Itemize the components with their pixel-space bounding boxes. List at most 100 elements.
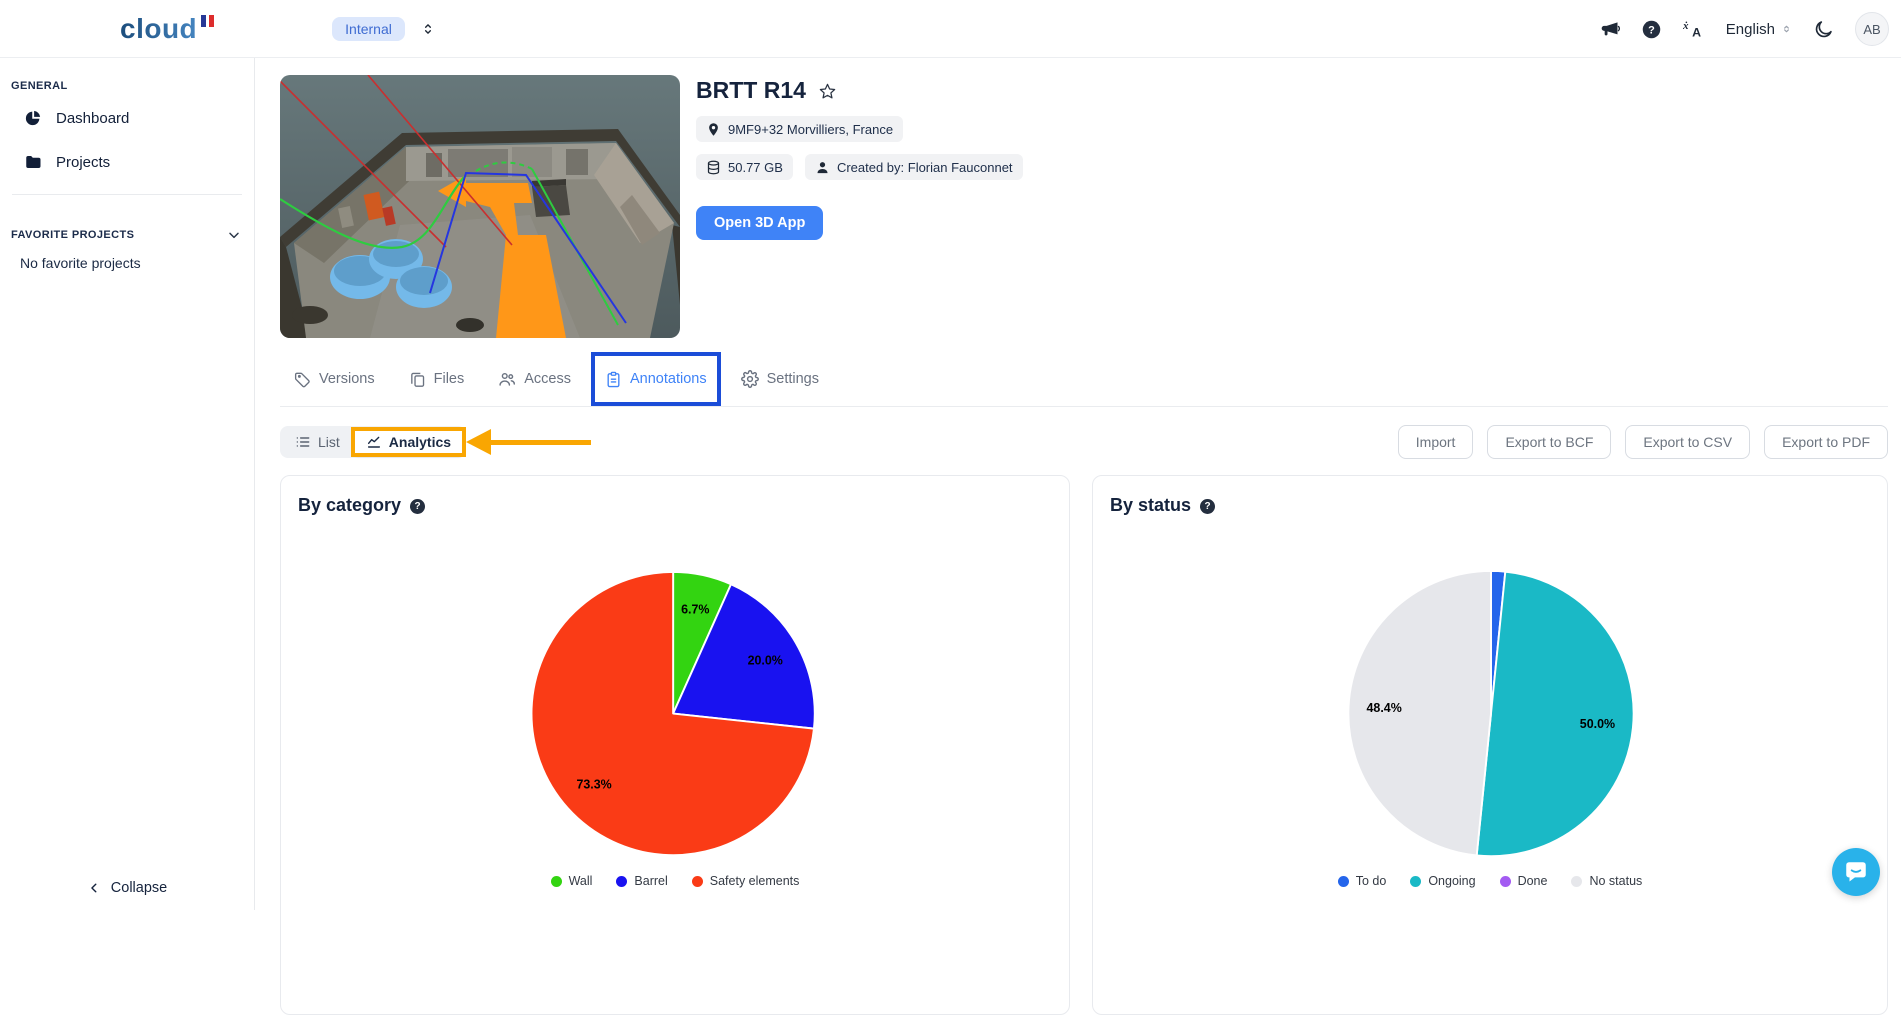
legend-dot: [1500, 876, 1511, 887]
legend-label: Done: [1518, 874, 1548, 888]
svg-text:A: A: [1692, 25, 1701, 39]
sidebar-section-favorites[interactable]: FAVORITE PROJECTS: [0, 205, 254, 247]
collapse-sidebar-button[interactable]: Collapse: [0, 880, 254, 896]
files-icon: [409, 371, 426, 388]
tab-annotations[interactable]: Annotations: [591, 352, 721, 406]
environment-badge[interactable]: Internal: [332, 17, 405, 41]
sidebar-item-dashboard[interactable]: Dashboard: [0, 96, 254, 140]
legend-dot: [616, 876, 627, 887]
pie-value-label: 50.0%: [1580, 717, 1615, 731]
open-3d-app-button[interactable]: Open 3D App: [696, 206, 823, 240]
tab-files[interactable]: Files: [395, 352, 479, 406]
favorites-empty-text: No favorite projects: [0, 247, 254, 279]
location-pin-icon: [706, 122, 721, 137]
pie-value-label: 73.3%: [576, 777, 611, 791]
app-logo[interactable]: cloud: [120, 13, 214, 45]
help-icon[interactable]: ?: [1641, 19, 1662, 40]
legend-item-to-do[interactable]: To do: [1338, 874, 1387, 888]
tag-icon: [294, 371, 311, 388]
by-status-card: By status ? 50.0% 48.4% To do Ongoing Done N…: [1092, 475, 1888, 1015]
export-pdf-button[interactable]: Export to PDF: [1764, 425, 1888, 459]
legend-item-wall[interactable]: Wall: [551, 874, 593, 888]
project-thumbnail[interactable]: [280, 75, 680, 338]
tab-settings[interactable]: Settings: [727, 352, 833, 406]
clipboard-icon: [605, 371, 622, 388]
svg-text:ẋ: ẋ: [1683, 20, 1689, 32]
legend-dot: [551, 876, 562, 887]
help-icon[interactable]: ?: [1200, 499, 1215, 514]
chevron-down-icon: [226, 227, 242, 243]
main-content: BRTT R14 9MF9+32 Morvilliers, France 50.…: [255, 58, 1901, 910]
pie-value-label: 20.0%: [748, 653, 783, 667]
legend-dot: [692, 876, 703, 887]
legend-item-barrel[interactable]: Barrel: [616, 874, 667, 888]
pie-value-label: 6.7%: [681, 602, 709, 616]
france-flag-icon: [201, 15, 214, 27]
pie-value-label: 48.4%: [1367, 701, 1402, 715]
by-category-card: By category ? 6.7% 20.0% 73.3% Wall Barrel S…: [280, 475, 1070, 1015]
project-tabs: Versions Files Access Annotations Settin…: [280, 352, 1888, 407]
gear-icon: [741, 370, 759, 388]
environment-selector-icon[interactable]: [421, 21, 435, 37]
sidebar-divider: [12, 194, 242, 195]
chevron-left-icon: [87, 881, 101, 895]
language-chevron-icon: [1781, 22, 1792, 36]
legend-label: Safety elements: [710, 874, 800, 888]
location-badge: 9MF9+32 Morvilliers, France: [696, 116, 903, 142]
favorite-star-icon[interactable]: [818, 82, 837, 101]
help-icon[interactable]: ?: [410, 499, 425, 514]
card-title-category: By category: [298, 495, 401, 516]
pie-chart-category: 6.7% 20.0% 73.3%: [298, 538, 1054, 868]
legend-label: No status: [1589, 874, 1642, 888]
dark-mode-icon[interactable]: [1813, 19, 1834, 40]
chat-widget-button[interactable]: [1832, 848, 1880, 896]
legend-item-safety-elements[interactable]: Safety elements: [692, 874, 800, 888]
legend-dot: [1571, 876, 1582, 887]
import-button[interactable]: Import: [1398, 425, 1474, 459]
analytics-chart-icon: [366, 434, 382, 450]
tab-access[interactable]: Access: [484, 352, 585, 406]
project-title: BRTT R14: [696, 77, 806, 104]
people-icon: [498, 370, 516, 388]
announcements-icon[interactable]: [1600, 19, 1620, 39]
annotation-arrow-orange: [466, 429, 591, 455]
sidebar-item-label: Projects: [56, 154, 110, 171]
created-by-badge: Created by: Florian Fauconnet: [805, 154, 1023, 180]
pie-chart-status: 50.0% 48.4%: [1110, 538, 1872, 868]
sidebar-item-projects[interactable]: Projects: [0, 140, 254, 184]
legend-label: Ongoing: [1428, 874, 1475, 888]
pie-slice-ongoing[interactable]: [1477, 572, 1634, 857]
legend-item-ongoing[interactable]: Ongoing: [1410, 874, 1475, 888]
view-switcher: List Analytics: [280, 426, 466, 458]
user-icon: [815, 160, 830, 175]
tab-versions[interactable]: Versions: [280, 352, 389, 406]
language-label: English: [1726, 21, 1775, 38]
legend-label: Wall: [569, 874, 593, 888]
view-analytics-button[interactable]: Analytics: [353, 428, 464, 456]
export-bcf-button[interactable]: Export to BCF: [1487, 425, 1611, 459]
sidebar: GENERAL Dashboard Projects FAVORITE PROJ…: [0, 58, 255, 910]
sidebar-item-label: Dashboard: [56, 110, 129, 127]
legend-label: Barrel: [634, 874, 667, 888]
legend-label: To do: [1356, 874, 1387, 888]
pie-chart-icon: [24, 109, 42, 127]
view-list-button[interactable]: List: [282, 428, 353, 456]
folder-icon: [24, 153, 42, 171]
legend-item-no-status[interactable]: No status: [1571, 874, 1642, 888]
sidebar-section-general: GENERAL: [0, 58, 254, 96]
legend-category: Wall Barrel Safety elements: [298, 874, 1052, 888]
export-csv-button[interactable]: Export to CSV: [1625, 425, 1750, 459]
list-icon: [295, 434, 311, 450]
legend-item-done[interactable]: Done: [1500, 874, 1548, 888]
legend-dot: [1410, 876, 1421, 887]
logo-text: cloud: [120, 13, 197, 45]
legend-status: To do Ongoing Done No status: [1110, 874, 1870, 888]
size-badge: 50.77 GB: [696, 154, 793, 180]
language-selector[interactable]: English: [1726, 21, 1792, 38]
svg-text:?: ?: [1648, 24, 1655, 36]
database-icon: [706, 160, 721, 175]
user-avatar[interactable]: AB: [1855, 12, 1889, 46]
card-title-status: By status: [1110, 495, 1191, 516]
